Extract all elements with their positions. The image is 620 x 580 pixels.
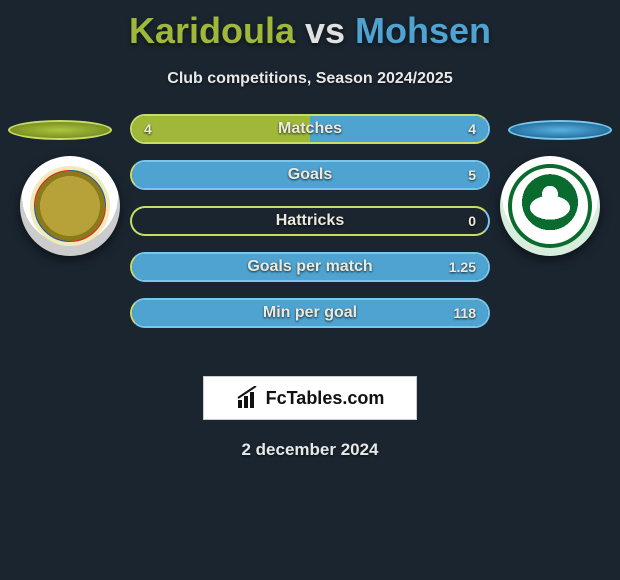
- stat-label: Goals: [132, 166, 488, 184]
- title-player-right: Mohsen: [355, 10, 491, 51]
- stat-value-right: 1.25: [449, 259, 476, 275]
- brand-text: FcTables.com: [266, 388, 385, 409]
- team-badge-left: [20, 156, 120, 256]
- podium-left: [8, 120, 112, 140]
- stat-value-right: 5: [468, 167, 476, 183]
- stat-value-left: 4: [144, 121, 152, 137]
- stat-value-right: 118: [453, 305, 476, 321]
- stat-value-right: 4: [468, 121, 476, 137]
- stat-row: Min per goal118: [130, 298, 490, 328]
- brand-badge[interactable]: FcTables.com: [203, 376, 417, 420]
- stat-row: Matches4 4: [130, 114, 490, 144]
- page-title: Karidoula vs Mohsen: [0, 0, 620, 52]
- stat-label: Min per goal: [132, 304, 488, 322]
- date-text: 2 december 2024: [0, 440, 620, 460]
- stat-row: Goals5: [130, 160, 490, 190]
- title-vs: vs: [305, 10, 345, 51]
- title-player-left: Karidoula: [129, 10, 295, 51]
- stat-label: Goals per match: [132, 258, 488, 276]
- stat-label: Hattricks: [132, 212, 488, 230]
- stat-value-right: 0: [468, 213, 476, 229]
- comparison-stage: Matches4 4 Goals5 Hattricks0 Goals per match…: [0, 114, 620, 364]
- subtitle: Club competitions, Season 2024/2025: [0, 70, 620, 88]
- team-badge-right: [500, 156, 600, 256]
- stat-row: Goals per match1.25: [130, 252, 490, 282]
- stat-row: Hattricks0: [130, 206, 490, 236]
- podium-right: [508, 120, 612, 140]
- stat-bars: Matches4 4 Goals5 Hattricks0 Goals per match…: [130, 114, 490, 344]
- stat-label: Matches: [132, 120, 488, 138]
- chart-icon: [236, 386, 260, 410]
